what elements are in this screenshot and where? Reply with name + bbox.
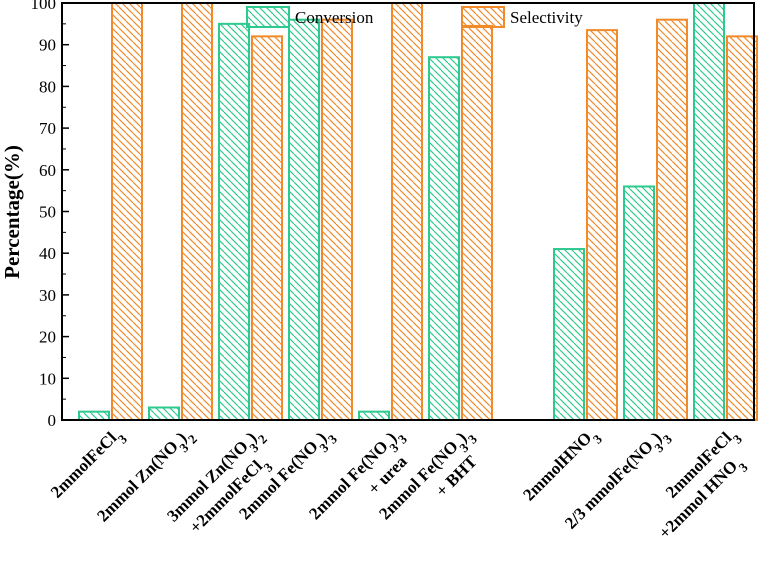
y-tick-label: 80: [39, 77, 56, 96]
bars-group: [78, 2, 758, 422]
bar-selectivity-1: [111, 2, 143, 421]
y-tick-label: 10: [39, 369, 56, 388]
bar-selectivity-4: [321, 18, 353, 422]
legend-swatch-selectivity: [461, 6, 505, 28]
legend-swatch-conversion: [246, 6, 290, 28]
bar-conversion-4: [288, 18, 320, 422]
bar-conversion-9: [693, 2, 725, 421]
y-tick-label: 90: [39, 36, 56, 55]
y-tick-label: 40: [39, 244, 56, 263]
bar-selectivity-6: [461, 24, 493, 422]
y-tick-label: 100: [31, 0, 57, 13]
bar-conversion-6: [428, 56, 460, 422]
plot-frame: [61, 2, 755, 421]
bar-conversion-7: [553, 248, 585, 421]
y-tick-label: 70: [39, 119, 56, 138]
y-tick-label: 60: [39, 161, 56, 180]
legend-label-conversion: Conversion: [295, 8, 374, 27]
y-tick-label: 0: [48, 411, 57, 430]
y-tick-label: 30: [39, 286, 56, 305]
bar-conversion-5: [358, 410, 390, 422]
y-tick-label: 50: [39, 203, 56, 222]
bar-conversion-2: [148, 406, 180, 421]
y-axis: 0 10 20 30 40 50 60 70 80 90 100: [31, 0, 69, 430]
y-tick-label: 20: [39, 328, 56, 347]
bar-selectivity-3: [251, 35, 283, 422]
legend: Conversion Selectivity: [246, 6, 583, 28]
y-axis-label: Percentage(%): [0, 145, 24, 279]
bar-conversion-1: [78, 410, 110, 422]
bar-conversion-8: [623, 185, 655, 421]
bar-selectivity-9: [726, 35, 758, 422]
bar-selectivity-5: [391, 2, 423, 421]
bar-selectivity-7: [586, 29, 618, 421]
bar-selectivity-8: [656, 18, 688, 422]
bar-selectivity-2: [181, 2, 213, 421]
legend-label-selectivity: Selectivity: [510, 8, 583, 27]
bar-conversion-3: [218, 22, 250, 421]
